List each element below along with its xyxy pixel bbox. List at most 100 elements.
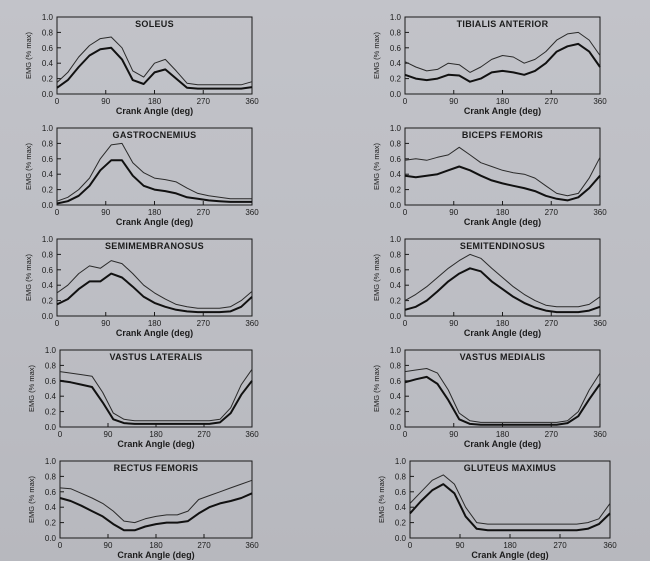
y-tick-label: 0.2 [45, 408, 57, 417]
y-tick-label: 0.6 [390, 44, 402, 53]
y-tick-label: 0.8 [390, 250, 402, 259]
x-tick-label: 180 [148, 208, 162, 217]
x-tick-label: 0 [403, 319, 408, 328]
x-tick-label: 270 [553, 541, 567, 550]
series-line [56, 159, 252, 205]
x-tick-label: 180 [149, 430, 163, 439]
x-tick-label: 270 [545, 97, 559, 106]
chart-title: SEMITENDINOSUS [460, 241, 545, 251]
chart-title: SEMIMEMBRANOSUS [105, 241, 204, 251]
series-line [56, 142, 252, 202]
series-line [404, 165, 601, 202]
series-line [59, 369, 253, 422]
x-axis-label: Crank Angle (deg) [117, 550, 194, 560]
y-tick-label: 0.2 [42, 297, 54, 306]
y-tick-label: 1.0 [42, 13, 54, 22]
x-tick-label: 90 [449, 97, 458, 106]
y-axis-label: EMG (% max) [372, 31, 381, 79]
x-tick-label: 90 [449, 208, 458, 217]
chart-panel: 0.0 0.2 0.4 0.6 0.8 1.0 0 90 180 270 360 SOLEUS Cran… [24, 13, 259, 116]
y-tick-label: 0.0 [42, 90, 54, 99]
y-tick-label: 0.0 [45, 534, 57, 543]
chart-panel: 0.0 0.2 0.4 0.6 0.8 1.0 0 90 180 270 360 GLUTEUS MA… [377, 457, 617, 560]
chart-panel: 0.0 0.2 0.4 0.6 0.8 1.0 0 90 180 270 360 SEMIMEMBRA… [24, 235, 259, 338]
y-tick-label: 0.4 [390, 170, 402, 179]
x-tick-label: 90 [104, 541, 113, 550]
x-tick-label: 0 [55, 208, 60, 217]
series-line [56, 272, 253, 314]
series-line [404, 267, 601, 314]
x-tick-label: 90 [456, 541, 465, 550]
series-line [404, 253, 601, 308]
y-tick-label: 0.2 [42, 75, 54, 84]
y-tick-label: 0.8 [42, 28, 54, 37]
y-tick-label: 0.6 [42, 155, 54, 164]
series-line [56, 260, 253, 309]
x-tick-label: 360 [593, 430, 607, 439]
y-tick-label: 0.0 [390, 423, 402, 432]
chart-panel: 0.0 0.2 0.4 0.6 0.8 1.0 0 90 180 270 360 TIBIALIS A… [372, 13, 607, 116]
x-axis-label: Crank Angle (deg) [116, 328, 193, 338]
x-tick-label: 180 [496, 319, 510, 328]
y-tick-label: 0.4 [390, 392, 402, 401]
series-line [56, 46, 253, 90]
series-line [404, 375, 601, 426]
chart-panel: 0.0 0.2 0.4 0.6 0.8 1.0 0 90 180 270 360 SEMITENDIN… [372, 235, 607, 338]
x-tick-label: 360 [245, 208, 259, 217]
y-tick-label: 0.6 [390, 377, 402, 386]
x-tick-label: 360 [593, 97, 607, 106]
series-line [59, 479, 253, 524]
y-tick-label: 0.6 [45, 377, 57, 386]
x-axis-label: Crank Angle (deg) [116, 217, 193, 227]
y-tick-label: 0.0 [42, 201, 54, 210]
y-tick-label: 1.0 [45, 457, 57, 466]
y-tick-label: 0.4 [42, 170, 54, 179]
series-line [404, 31, 601, 73]
x-tick-label: 90 [449, 430, 458, 439]
x-tick-label: 270 [197, 208, 211, 217]
y-axis-label: EMG (% max) [27, 475, 36, 523]
chart-title: BICEPS FEMORIS [462, 130, 543, 140]
y-tick-label: 0.6 [390, 266, 402, 275]
y-tick-label: 1.0 [390, 346, 402, 355]
y-tick-label: 0.4 [390, 59, 402, 68]
x-tick-label: 270 [545, 208, 559, 217]
x-tick-label: 270 [197, 97, 211, 106]
x-tick-label: 360 [245, 319, 259, 328]
y-tick-label: 0.4 [45, 503, 57, 512]
y-axis-label: EMG (% max) [24, 142, 33, 190]
y-tick-label: 0.2 [45, 519, 57, 528]
x-tick-label: 360 [593, 319, 607, 328]
y-axis-label: EMG (% max) [372, 364, 381, 412]
x-tick-label: 180 [148, 97, 162, 106]
x-tick-label: 360 [245, 430, 259, 439]
series-line [404, 146, 601, 197]
x-axis-label: Crank Angle (deg) [471, 550, 548, 560]
y-tick-label: 0.6 [395, 488, 407, 497]
series-line [56, 36, 253, 86]
y-tick-label: 0.0 [390, 201, 402, 210]
x-axis-label: Crank Angle (deg) [464, 328, 541, 338]
x-tick-label: 180 [496, 430, 510, 439]
x-tick-label: 360 [245, 97, 259, 106]
chart-panel: 0.0 0.2 0.4 0.6 0.8 1.0 0 90 180 270 360 RECTUS FEM… [27, 457, 259, 560]
x-tick-label: 270 [197, 319, 211, 328]
x-axis-label: Crank Angle (deg) [117, 439, 194, 449]
series-line [59, 379, 253, 425]
x-axis-label: Crank Angle (deg) [116, 106, 193, 116]
series-line [409, 474, 611, 525]
x-tick-label: 90 [101, 97, 110, 106]
x-tick-label: 270 [197, 430, 211, 439]
x-tick-label: 270 [545, 319, 559, 328]
series-line [409, 483, 611, 532]
y-tick-label: 0.4 [42, 281, 54, 290]
y-tick-label: 0.2 [42, 186, 54, 195]
y-tick-label: 0.4 [390, 281, 402, 290]
y-tick-label: 0.6 [42, 44, 54, 53]
y-tick-label: 0.2 [390, 297, 402, 306]
y-tick-label: 0.0 [390, 90, 402, 99]
x-tick-label: 360 [245, 541, 259, 550]
y-tick-label: 0.4 [42, 59, 54, 68]
y-tick-label: 0.0 [395, 534, 407, 543]
